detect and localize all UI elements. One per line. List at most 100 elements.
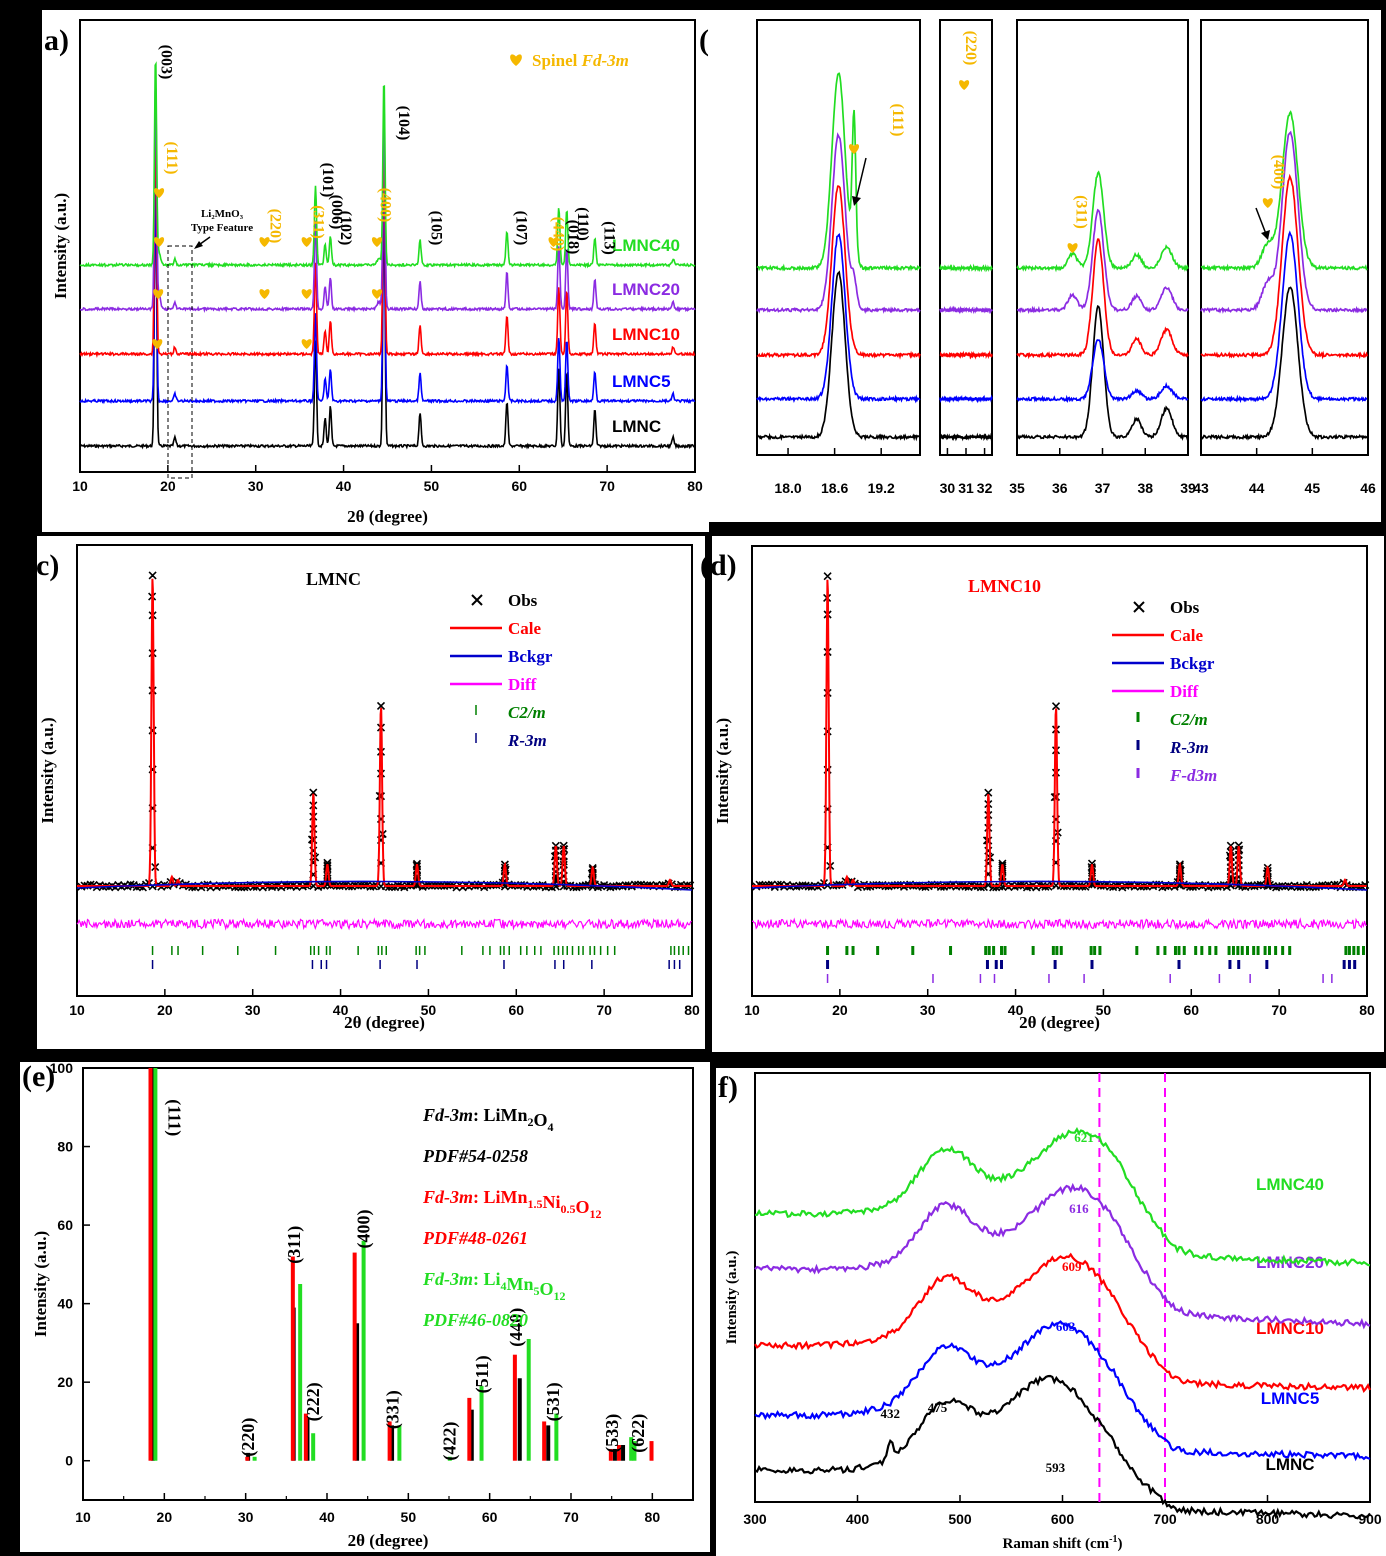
panel-b-spinel-marker-1 bbox=[959, 80, 970, 90]
panel-d-letter: (d) bbox=[700, 549, 737, 582]
panel-f-xtick-label-4: 700 bbox=[1153, 1511, 1177, 1527]
panelC-xtick-label-5: 60 bbox=[508, 1002, 524, 1018]
panel-f-series-label-LMNC: LMNC bbox=[1265, 1455, 1314, 1474]
panel-a-legend-text: Spinel Fd-3m bbox=[532, 51, 629, 70]
panel-e-peak-label-2: (311) bbox=[284, 1226, 305, 1264]
panel-e-bar-1-0 bbox=[148, 1068, 153, 1461]
panel-f-xtick-label-0: 300 bbox=[743, 1511, 767, 1527]
panel-f-xtick-label-3: 600 bbox=[1051, 1511, 1075, 1527]
panel-e-peak-label-1: (220) bbox=[238, 1418, 259, 1457]
panel-a-series-LMNC40 bbox=[79, 61, 696, 269]
panel-b-series-2-LMNC bbox=[1016, 304, 1189, 442]
panel-f-series-label-LMNC5: LMNC5 bbox=[1261, 1389, 1320, 1408]
panel-b-series-1-LMNC40 bbox=[939, 263, 993, 273]
panel-a-xtick-label-4: 50 bbox=[424, 478, 440, 494]
panel-b-peak-label-2: (311) bbox=[1073, 195, 1090, 229]
panelC-legend-label-5: R-3m bbox=[507, 731, 547, 750]
panelC-background bbox=[76, 880, 693, 891]
panel-a-series-LMNC10 bbox=[79, 125, 696, 358]
panelD-legend-label-3: Diff bbox=[1170, 682, 1199, 701]
panel-a-feature-text-2: Type Feature bbox=[191, 222, 253, 234]
panel-e-xtick-label-7: 80 bbox=[645, 1509, 661, 1525]
panel-e-ytick-label-0: 0 bbox=[65, 1453, 73, 1469]
panel-a-peak-label-14: (113) bbox=[600, 221, 617, 255]
panel-e-bar-1-3 bbox=[303, 1413, 308, 1461]
panel-f-xtick-label-6: 900 bbox=[1358, 1511, 1382, 1527]
panelD-title: LMNC10 bbox=[968, 576, 1041, 596]
panelD-xtick-label-7: 80 bbox=[1359, 1002, 1375, 1018]
panel-a-peak-label-5: (006) bbox=[328, 195, 345, 230]
panel-e-bar-2-2 bbox=[298, 1284, 303, 1461]
panel-f-peak-label-LMNC5-0: 603 bbox=[1056, 1319, 1076, 1334]
panel-a-peak-label-8: (104) bbox=[395, 106, 412, 141]
panelC-xlabel: 2θ (degree) bbox=[344, 1013, 425, 1032]
panel-a-spinel-marker-111 bbox=[154, 188, 165, 198]
panel-e-legend-1: PDF#54-0258 bbox=[422, 1146, 528, 1166]
panel-a-peak-label-1: (111) bbox=[163, 142, 180, 175]
panel-e-xtick-label-5: 60 bbox=[482, 1509, 498, 1525]
panel-d-background bbox=[712, 536, 1384, 1052]
panel-b-series-1-LMNC5 bbox=[939, 394, 993, 404]
panelD-frame bbox=[751, 545, 1368, 997]
panelD-xtick-label-2: 30 bbox=[920, 1002, 936, 1018]
panel-a-spinel-marker-LMNC40-0 bbox=[154, 237, 165, 247]
panel-b-xtick-label-2-0: 35 bbox=[1009, 480, 1025, 496]
panel-b-series-2-LMNC20 bbox=[1016, 208, 1189, 314]
panel-e-ytick-label-3: 60 bbox=[57, 1217, 73, 1233]
panelC-legend-label-0: Obs bbox=[508, 591, 538, 610]
panel-b-series-3-LMNC5 bbox=[1200, 230, 1368, 404]
panel-a-spinel-marker-LMNC40-3 bbox=[371, 237, 382, 247]
panel-b-xtick-label-1-1: 31 bbox=[958, 480, 974, 496]
panel-f-letter: f) bbox=[718, 1071, 738, 1104]
panel-b-arrow-400 bbox=[1255, 207, 1267, 235]
panel-a-xlabel: 2θ (degree) bbox=[347, 507, 428, 526]
panel-e-bar-1-6 bbox=[467, 1397, 472, 1461]
panel-e-legend-4: Fd-3m: Li4Mn5O12 bbox=[422, 1269, 566, 1303]
panel-b-arrow-111 bbox=[855, 157, 867, 201]
panel-e-bar-2-7 bbox=[479, 1386, 484, 1461]
panel-b-xtick-label-3-2: 45 bbox=[1305, 480, 1321, 496]
panel-a-series-label-LMNC5: LMNC5 bbox=[612, 372, 671, 391]
panel-b-series-3-LMNC10 bbox=[1200, 173, 1369, 360]
panel-f-background bbox=[716, 1068, 1386, 1556]
panelD-legend-label-0: Obs bbox=[1170, 598, 1200, 617]
panel-e-ytick-label-1: 20 bbox=[57, 1374, 73, 1390]
panel-e-bar-2-9 bbox=[554, 1413, 559, 1461]
panel-b-xtick-label-1-2: 32 bbox=[977, 480, 993, 496]
panel-a-spinel-marker-LMNC20-0 bbox=[153, 289, 164, 299]
panelD-xlabel: 2θ (degree) bbox=[1019, 1013, 1100, 1032]
panel-b-arrowhead-111 bbox=[852, 196, 861, 206]
panel-a-series-LMNC20 bbox=[79, 88, 696, 314]
panel-a-xtick-label-5: 60 bbox=[511, 478, 527, 494]
panel-f-series-LMNC20 bbox=[754, 1182, 1371, 1330]
panel-e-peak-label-6: (422) bbox=[440, 1422, 461, 1461]
panel-a-xtick-label-3: 40 bbox=[336, 478, 352, 494]
panel-e-peak-label-3: (222) bbox=[303, 1382, 324, 1421]
panel-b-xtick-label-3-0: 43 bbox=[1193, 480, 1209, 496]
panelD-legend-label-1: Cale bbox=[1170, 626, 1204, 645]
panelD-legend-marker-0 bbox=[1133, 601, 1145, 613]
panel-b-series-0-LMNC10 bbox=[756, 185, 921, 360]
panel-e-bar-2-0 bbox=[153, 1068, 158, 1461]
panel-e-xtick-label-0: 10 bbox=[75, 1509, 91, 1525]
panel-e: 10 20 30 40 50 60 70 80 0 20 40 60 80 100 2θ (degree) I… bbox=[31, 1060, 694, 1550]
panel-e-bar-0-10 bbox=[621, 1445, 626, 1461]
panel-e-bar-0-8 bbox=[546, 1425, 551, 1461]
panel-b-series-1-LMNC bbox=[939, 432, 993, 442]
panel-b-series-0-LMNC bbox=[756, 270, 921, 442]
panel-b-xtick-label-0-1: 18.6 bbox=[821, 480, 848, 496]
panel-a-series-LMNC5 bbox=[79, 181, 696, 405]
panelC-xtick-label-2: 30 bbox=[245, 1002, 261, 1018]
panel-f-peak-label-LMNC10-0: 609 bbox=[1062, 1259, 1082, 1274]
panel-a-peak-label-10: (107) bbox=[513, 211, 530, 246]
panel-a-series-label-LMNC10: LMNC10 bbox=[612, 325, 680, 344]
panel-e-peak-label-0: (111) bbox=[163, 1099, 184, 1136]
panelD-xtick-label-1: 20 bbox=[832, 1002, 848, 1018]
panel-b-xtick-label-1-0: 30 bbox=[940, 480, 956, 496]
panel-a-series-LMNC bbox=[79, 180, 696, 450]
panel-b: 18.0 18.6 19.2 (111) 30 31 32 (220) 35 36 37 38 39 (3… bbox=[756, 19, 1376, 496]
panel-a-xtick-label-7: 80 bbox=[687, 478, 703, 494]
panelD-legend-label-5: R-3m bbox=[1169, 738, 1209, 757]
panel-f-xtick-label-5: 800 bbox=[1256, 1511, 1280, 1527]
